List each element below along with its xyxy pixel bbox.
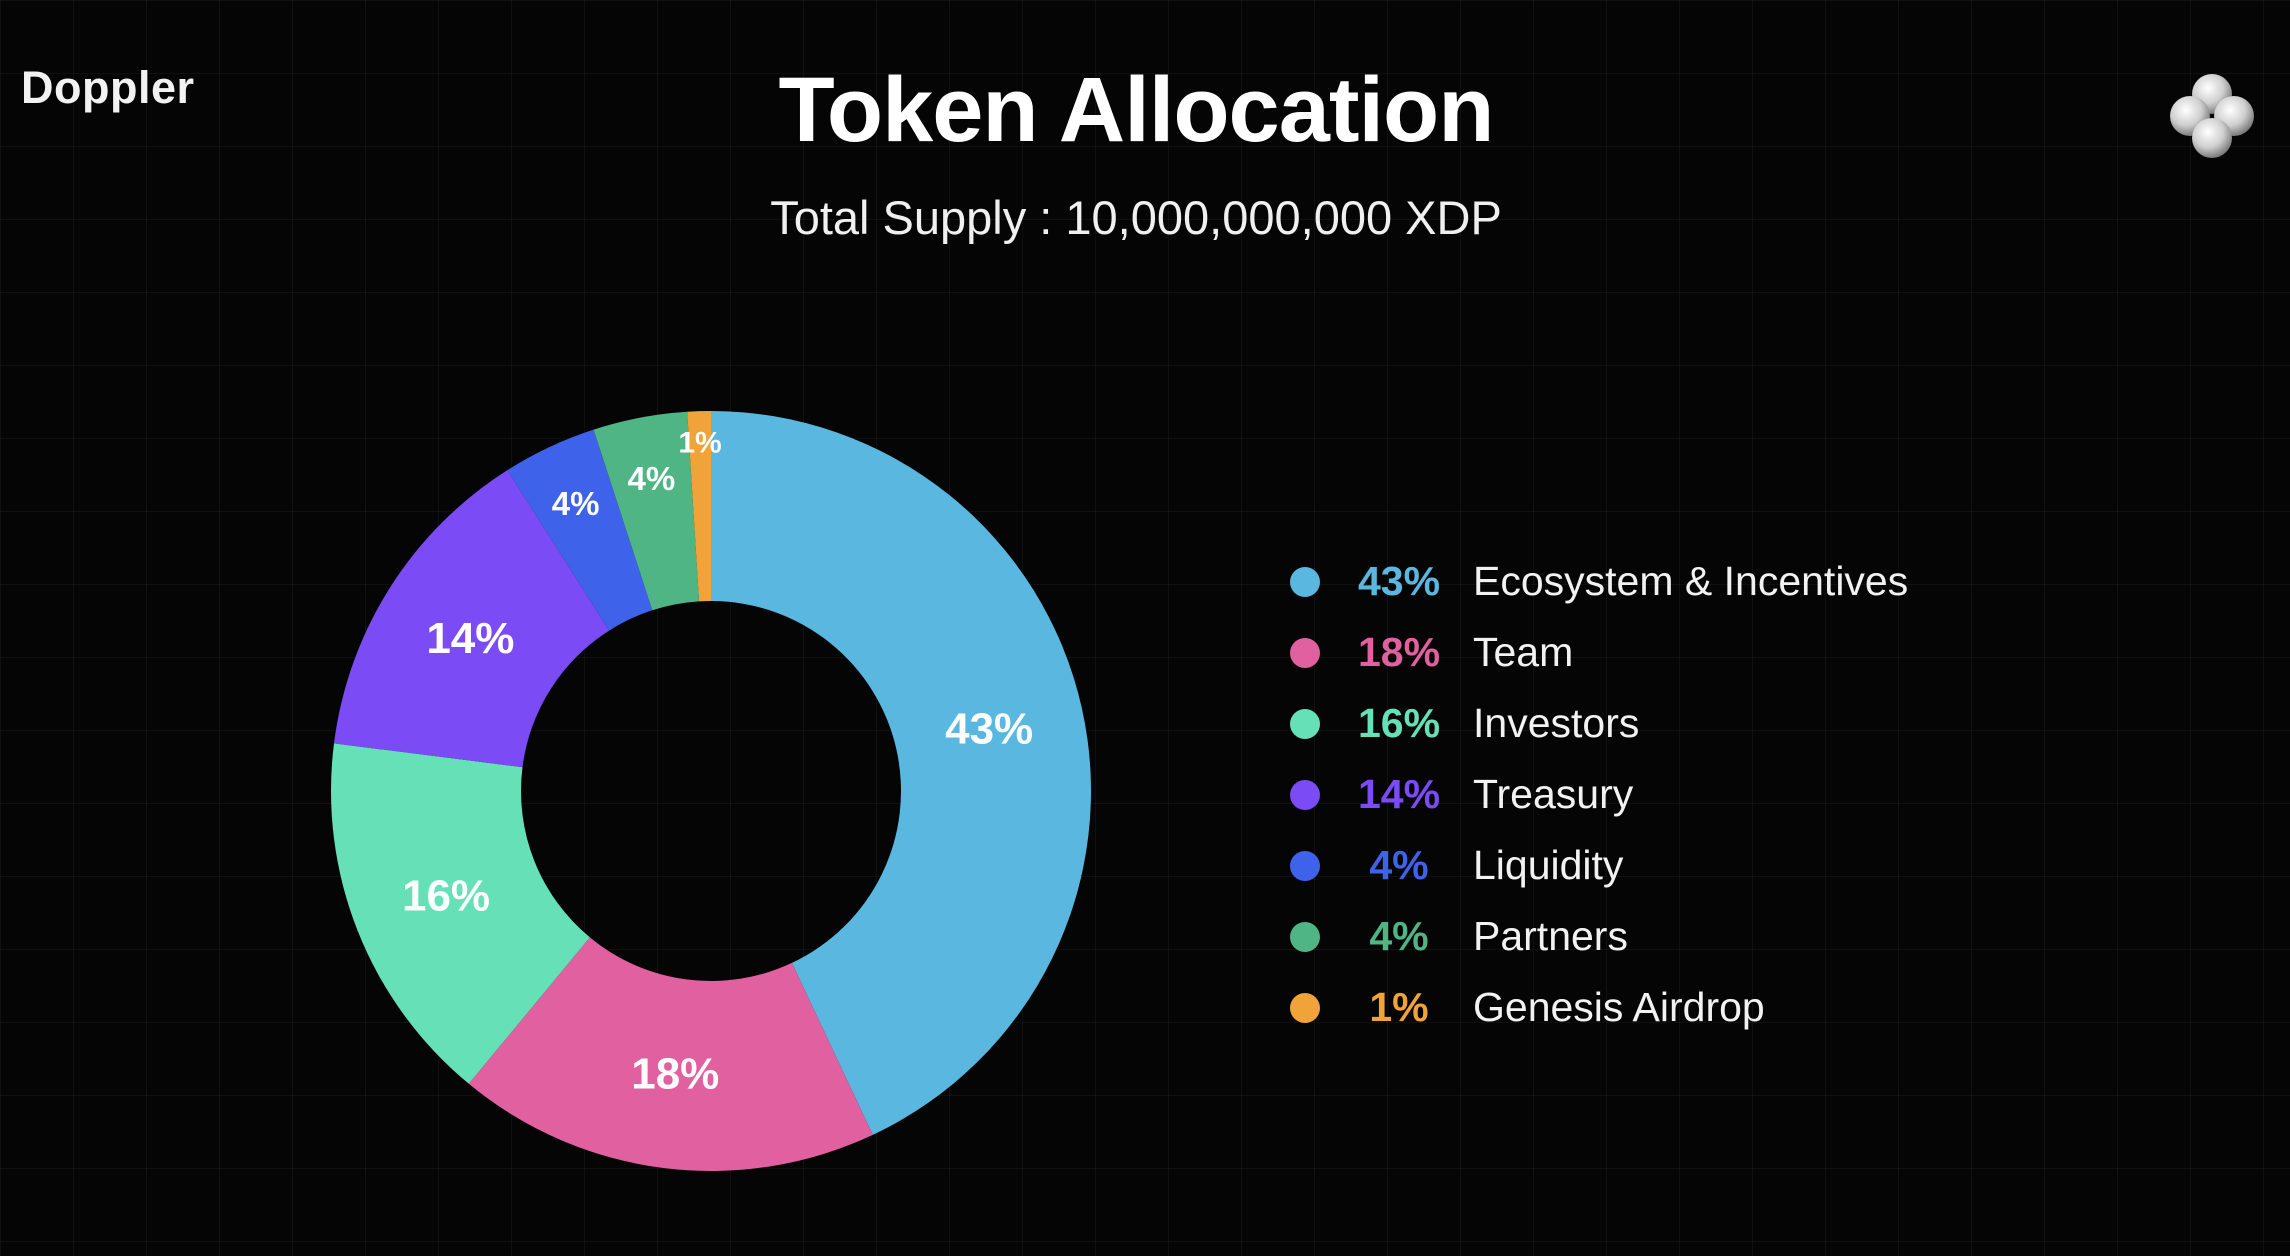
brand-logo: Doppler [21, 62, 195, 113]
legend-dot [1290, 566, 1320, 597]
legend-item-treasury: 14% Treasury [1290, 759, 1908, 830]
legend-label: Partners [1473, 913, 1628, 959]
legend-item-investors: 16% Investors [1290, 688, 1908, 759]
donut-slice-team [468, 937, 873, 1171]
legend-percentage: 1% [1369, 984, 1429, 1030]
legend-percentage: 4% [1369, 913, 1429, 959]
legend-dot [1290, 637, 1320, 668]
legend-dot [1290, 992, 1320, 1023]
donut-slice-partners [593, 411, 700, 611]
legend-dot [1290, 850, 1320, 881]
slice-label-team: 18% [631, 1049, 719, 1098]
slice-label-liquidity: 4% [552, 485, 600, 522]
slice-label-investors: 16% [402, 871, 490, 920]
legend-label: Treasury [1473, 771, 1634, 817]
legend-label: Genesis Airdrop [1473, 984, 1765, 1030]
legend-item-ecosystem-incentives: 43% Ecosystem & Incentives [1290, 546, 1908, 617]
slice-label-partners: 4% [628, 460, 676, 497]
legend-label: Team [1473, 629, 1574, 675]
legend-label: Ecosystem & Incentives [1473, 558, 1909, 604]
donut-slice-genesis-airdrop [687, 411, 711, 602]
slice-label-genesis-airdrop: 1% [678, 427, 721, 460]
donut-slice-treasury [333, 470, 610, 768]
legend-dot [1290, 779, 1320, 810]
legend-item-partners: 4% Partners [1290, 901, 1908, 972]
total-supply-subtitle: Total Supply : 10,000,000,000 XDP [770, 191, 1502, 244]
donut-slice-liquidity [507, 429, 653, 631]
legend-label: Investors [1473, 700, 1640, 746]
legend-item-liquidity: 4% Liquidity [1290, 830, 1908, 901]
donut-slice-investors [331, 743, 590, 1084]
slice-label-ecosystem-incentives: 43% [945, 704, 1033, 753]
legend-label: Liquidity [1473, 842, 1624, 888]
legend-percentage: 4% [1369, 842, 1429, 888]
four-spheres-logo-icon [2170, 74, 2254, 158]
page-title: Token Allocation [778, 59, 1495, 161]
legend-dot [1290, 921, 1320, 952]
donut-slice-ecosystem-incentives [711, 411, 1091, 1135]
legend-percentage: 16% [1357, 700, 1441, 746]
legend-percentage: 18% [1357, 629, 1441, 675]
legend-percentage: 43% [1357, 558, 1441, 604]
token-allocation-donut-chart: 43%18%16%14%4%4%1% [331, 411, 1091, 1171]
chart-legend: 43% Ecosystem & Incentives 18% Team 16% Inves… [1290, 546, 1908, 1043]
slice-label-treasury: 14% [426, 614, 514, 663]
legend-dot [1290, 708, 1320, 739]
legend-item-genesis-airdrop: 1% Genesis Airdrop [1290, 972, 1908, 1043]
legend-item-team: 18% Team [1290, 617, 1908, 688]
legend-percentage: 14% [1357, 771, 1441, 817]
